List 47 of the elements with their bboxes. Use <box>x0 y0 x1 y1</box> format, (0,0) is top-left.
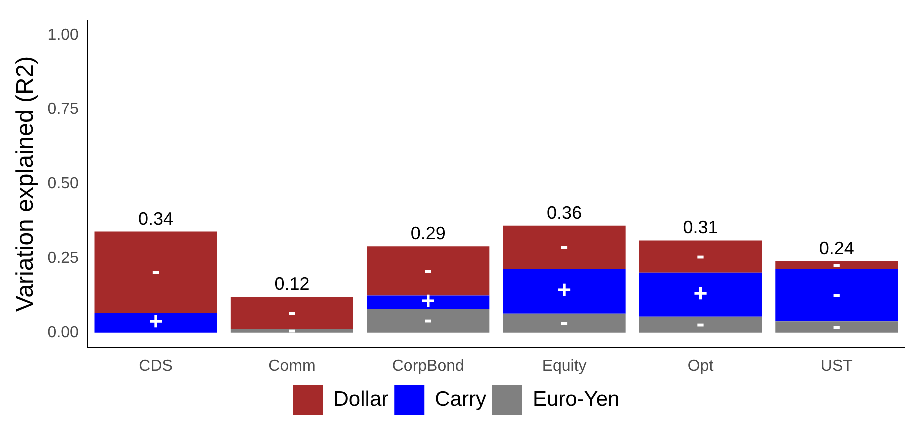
y-tick-label: 0.75 <box>48 101 80 118</box>
total-label: 0.29 <box>410 224 446 244</box>
bar <box>230 329 354 333</box>
y-tick-label: 0.50 <box>48 176 80 193</box>
bar <box>94 313 218 333</box>
data-label: + <box>694 280 708 308</box>
y-axis-title: Variation explained (R2) <box>12 56 40 312</box>
bar <box>503 314 626 333</box>
y-tick-label: 0.25 <box>48 250 80 267</box>
data-label: - <box>832 280 841 308</box>
data-label: - <box>696 310 705 338</box>
x-tick-label: CorpBond <box>392 358 464 375</box>
x-tick-label: Opt <box>688 358 714 375</box>
data-label: - <box>696 242 705 270</box>
y-tick-label: 1.00 <box>48 26 80 44</box>
legend-label: Carry <box>435 388 487 411</box>
y-tick-label: 0.00 <box>48 324 80 342</box>
total-label: 0.34 <box>138 208 174 229</box>
bar <box>503 268 626 314</box>
legend-label: Euro-Yen <box>532 388 620 411</box>
total-label: 0.36 <box>547 202 582 223</box>
data-label: - <box>560 233 569 260</box>
bar <box>639 240 762 273</box>
x-tick-label: Equity <box>542 358 587 375</box>
bar <box>776 322 898 333</box>
data-label: - <box>152 258 160 286</box>
data-label: - <box>560 309 569 336</box>
bar <box>639 272 762 317</box>
bar <box>776 268 898 322</box>
bar <box>503 226 626 269</box>
bar <box>776 262 898 269</box>
total-label: 0.31 <box>683 218 718 238</box>
bar <box>367 296 490 310</box>
total-label: 0.12 <box>274 274 310 294</box>
bar <box>94 232 218 313</box>
data-label: - <box>424 256 432 284</box>
legend-label: Dollar <box>334 388 389 411</box>
bar <box>639 316 762 333</box>
bar <box>230 297 354 330</box>
data-label: + <box>558 277 572 304</box>
x-tick-label: UST <box>820 358 854 375</box>
bar <box>367 309 490 333</box>
x-tick-label: Comm <box>268 358 316 375</box>
data-label: - <box>832 312 841 340</box>
data-label: + <box>149 308 164 336</box>
bar <box>367 246 490 296</box>
x-tick-label: CDS <box>139 358 173 375</box>
